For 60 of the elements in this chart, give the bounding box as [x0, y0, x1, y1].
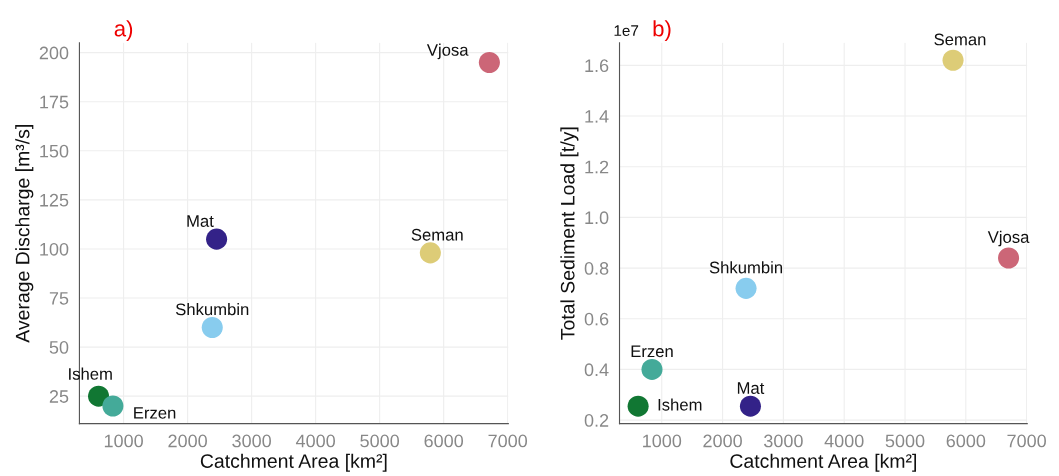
- y-tick-label: 0.2: [584, 414, 609, 427]
- x-tick-label: 1000: [104, 434, 143, 448]
- series-label: Erzen: [134, 407, 176, 419]
- x-tick-label: 6000: [946, 434, 986, 448]
- point: [942, 49, 964, 71]
- point: [478, 51, 500, 73]
- x-tick-label: 2000: [703, 434, 742, 448]
- series-label: Shkumbin: [709, 261, 783, 274]
- series-label: Erzen: [631, 345, 673, 358]
- x-tick-label: 6000: [424, 434, 464, 448]
- x-tick-label: 7000: [488, 434, 528, 448]
- y-tick-label: 125: [40, 193, 69, 207]
- chart-title: b): [653, 20, 671, 41]
- point: [735, 277, 757, 299]
- y-tick-label: 100: [40, 242, 69, 256]
- point: [739, 395, 761, 417]
- point: [998, 247, 1020, 269]
- x-tick-label: 4000: [824, 434, 864, 448]
- series-label: Shkumbin: [175, 303, 249, 316]
- y-tick-label: 1.0: [585, 211, 609, 225]
- x-axis-title: Catchment Area [km²]: [730, 453, 917, 472]
- series-label: Vjosa: [987, 230, 1030, 247]
- y-tick-label: 25: [49, 390, 69, 403]
- y-tick-label: 150: [40, 144, 69, 158]
- point: [627, 395, 649, 417]
- series-label: Seman: [934, 33, 986, 46]
- x-tick-label: 5000: [885, 434, 925, 448]
- point: [102, 395, 124, 417]
- x-axis-title: Catchment Area [km²]: [200, 453, 387, 472]
- y-tick-label: 1.4: [585, 110, 609, 123]
- x-tick-label: 2000: [168, 434, 207, 448]
- x-tick-label: 7000: [1007, 434, 1046, 448]
- y-tick-label: 175: [40, 95, 69, 109]
- y-tick-label: 50: [49, 341, 69, 354]
- x-tick-label: 1000: [643, 434, 682, 448]
- series-label: Mat: [737, 382, 765, 394]
- series-label: Ishem: [658, 398, 702, 411]
- y-tick-label: 75: [49, 292, 69, 305]
- y-tick-label: 0.6: [584, 312, 609, 326]
- y-axis-title: Average Discharge [m³/s]: [15, 125, 34, 343]
- point: [419, 242, 441, 264]
- x-tick-label: 3000: [232, 434, 271, 448]
- y-tick-label: 0.4: [584, 363, 609, 377]
- x-tick-label: 4000: [295, 434, 336, 448]
- series-label: Seman: [411, 228, 463, 241]
- series-label: Mat: [187, 215, 214, 227]
- point: [201, 316, 223, 338]
- text: 1e7: [614, 25, 639, 37]
- x-tick-label: 5000: [360, 434, 400, 448]
- chart-title: a): [114, 20, 133, 41]
- point: [206, 228, 228, 250]
- series-label: Vjosa: [426, 43, 469, 60]
- y-tick-label: 1.2: [585, 160, 609, 174]
- x-tick-label: 3000: [764, 434, 803, 448]
- y-tick-label: 200: [39, 46, 69, 60]
- y-tick-label: 1.6: [585, 59, 609, 73]
- point: [641, 358, 663, 380]
- y-tick-label: 0.8: [584, 262, 609, 275]
- point: [88, 385, 110, 407]
- y-axis-title: Total Sediment Load [t/y]: [560, 127, 579, 340]
